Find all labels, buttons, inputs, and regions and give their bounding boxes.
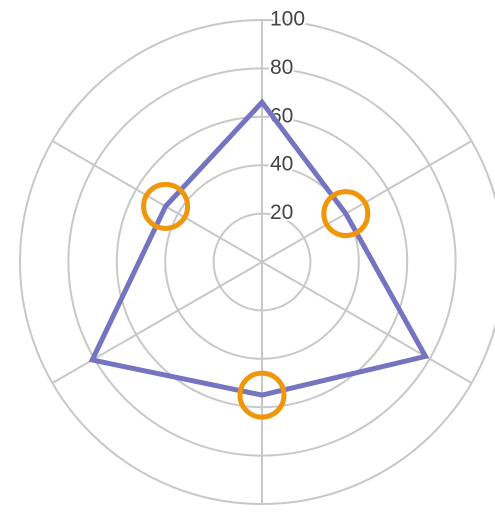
tick-label: 100 <box>270 8 305 31</box>
spoke <box>261 261 473 384</box>
tick-label: 80 <box>270 56 293 79</box>
highlight-marker <box>141 181 191 231</box>
spoke <box>51 261 263 384</box>
tick-label: 40 <box>270 153 293 176</box>
grid-ring <box>19 19 495 505</box>
spoke <box>51 140 263 263</box>
series-line <box>88 98 430 398</box>
tick-label: 20 <box>270 201 293 224</box>
highlight-marker <box>237 370 287 420</box>
highlight-marker <box>321 189 371 239</box>
